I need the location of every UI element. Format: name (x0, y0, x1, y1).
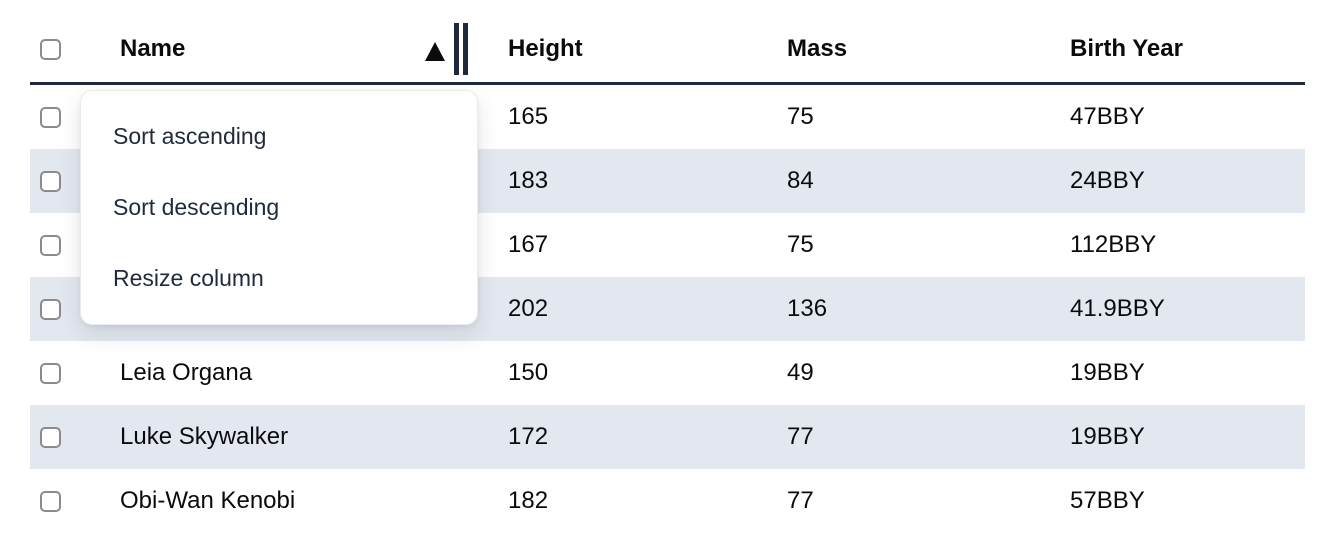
menu-item-resize-column[interactable]: Resize column (81, 243, 477, 314)
cell-height-text: 202 (508, 295, 549, 322)
column-header-height-label: Height (508, 35, 583, 62)
row-select-cell (30, 405, 90, 469)
column-header-mass-label: Mass (787, 35, 848, 62)
column-header-birth-year[interactable]: Birth Year (1040, 0, 1305, 82)
context-menu-item-label: Sort descending (113, 194, 280, 220)
cell-mass-text: 77 (787, 487, 814, 512)
resize-bar (454, 23, 459, 75)
cell-birth-year-text: 19BBY (1070, 359, 1145, 386)
cell-height: 172 (478, 405, 757, 469)
cell-height: 165 (478, 85, 757, 149)
row-checkbox[interactable] (40, 298, 61, 320)
cell-mass: 49 (757, 341, 1040, 405)
cell-mass: 75 (757, 85, 1040, 149)
select-all-checkbox[interactable] (40, 38, 61, 60)
cell-mass: 75 (757, 213, 1040, 277)
cell-mass: 136 (757, 277, 1040, 341)
cell-birth-year: 41.9BBY (1040, 277, 1305, 341)
row-checkbox[interactable] (40, 362, 61, 384)
menu-item-sort-descending[interactable]: Sort descending (81, 172, 477, 243)
context-menu-item-label: Resize column (113, 265, 264, 291)
row-checkbox[interactable] (40, 170, 61, 192)
cell-birth-year-text: 47BBY (1070, 103, 1145, 130)
row-select-cell (30, 469, 90, 512)
header-select-cell (30, 0, 90, 82)
cell-birth-year: 24BBY (1040, 149, 1305, 213)
cell-mass-text: 75 (787, 103, 814, 130)
cell-height-text: 165 (508, 103, 549, 130)
cell-birth-year: 57BBY (1040, 469, 1305, 512)
row-select-cell (30, 85, 90, 149)
cell-height: 183 (478, 149, 757, 213)
cell-birth-year-text: 19BBY (1070, 423, 1145, 450)
cell-birth-year: 19BBY (1040, 405, 1305, 469)
cell-mass-text: 77 (787, 423, 814, 450)
context-menu-item-label: Sort ascending (113, 123, 267, 149)
row-checkbox[interactable] (40, 426, 61, 448)
cell-birth-year-text: 57BBY (1070, 487, 1145, 512)
cell-name-text: Luke Skywalker (120, 423, 289, 450)
row-select-cell (30, 213, 90, 277)
cell-height: 150 (478, 341, 757, 405)
row-select-cell (30, 341, 90, 405)
cell-mass: 77 (757, 469, 1040, 512)
cell-mass-text: 84 (787, 167, 814, 194)
table-row[interactable]: Obi-Wan Kenobi 182 77 57BBY (30, 469, 1305, 512)
cell-height: 202 (478, 277, 757, 341)
menu-item-sort-ascending[interactable]: Sort ascending (81, 101, 477, 172)
column-header-name-label: Name (120, 35, 186, 62)
column-header-birth-year-label: Birth Year (1070, 35, 1183, 62)
sort-ascending-icon (425, 42, 445, 61)
cell-height-text: 150 (508, 359, 549, 386)
cell-mass-text: 75 (787, 231, 814, 258)
table-row[interactable]: Luke Skywalker 172 77 19BBY (30, 405, 1305, 469)
cell-mass: 84 (757, 149, 1040, 213)
cell-height-text: 167 (508, 231, 549, 258)
cell-height-text: 182 (508, 487, 549, 512)
column-header-name[interactable]: Name (90, 0, 478, 82)
table-row[interactable]: Leia Organa 150 49 19BBY (30, 341, 1305, 405)
column-resize-handle-icon[interactable] (454, 23, 468, 75)
cell-birth-year: 112BBY (1040, 213, 1305, 277)
cell-name-text: Obi-Wan Kenobi (120, 487, 296, 512)
row-checkbox[interactable] (40, 106, 61, 128)
cell-name: Obi-Wan Kenobi (90, 469, 478, 512)
row-select-cell (30, 149, 90, 213)
column-header-height[interactable]: Height (478, 0, 757, 82)
cell-mass-text: 136 (787, 295, 828, 322)
table-header: Name Height Mass Birth Year (30, 0, 1305, 85)
column-context-menu: Sort ascending Sort descending Resize co… (80, 90, 478, 325)
cell-height-text: 183 (508, 167, 549, 194)
cell-height: 182 (478, 469, 757, 512)
cell-name-text: Leia Organa (120, 359, 253, 386)
resize-bar (463, 23, 468, 75)
row-select-cell (30, 277, 90, 341)
row-checkbox[interactable] (40, 234, 61, 256)
cell-mass-text: 49 (787, 359, 814, 386)
cell-birth-year-text: 41.9BBY (1070, 295, 1165, 322)
cell-name: Leia Organa (90, 341, 478, 405)
row-checkbox[interactable] (40, 490, 61, 512)
cell-birth-year: 19BBY (1040, 341, 1305, 405)
cell-height: 167 (478, 213, 757, 277)
cell-birth-year: 47BBY (1040, 85, 1305, 149)
cell-birth-year-text: 112BBY (1070, 231, 1157, 258)
cell-mass: 77 (757, 405, 1040, 469)
cell-birth-year-text: 24BBY (1070, 167, 1145, 194)
cell-height-text: 172 (508, 423, 549, 450)
column-header-mass[interactable]: Mass (757, 0, 1040, 82)
cell-name: Luke Skywalker (90, 405, 478, 469)
